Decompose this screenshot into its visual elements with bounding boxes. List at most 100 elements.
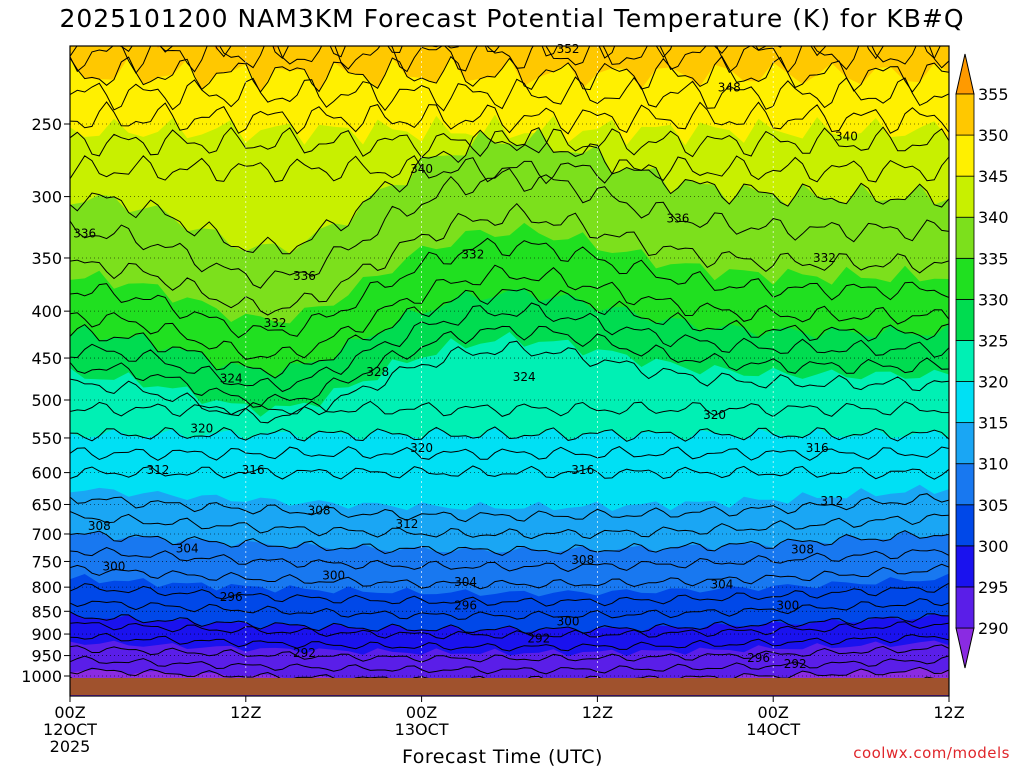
- colorbar-label-350: 350: [978, 126, 1009, 145]
- contour-314: [70, 493, 949, 523]
- contour-label-300: 300: [557, 614, 580, 628]
- contour-346: [70, 101, 949, 135]
- contour-328: [70, 302, 949, 393]
- contour-label-308: 308: [308, 504, 331, 518]
- contour-332: [70, 264, 949, 360]
- contour-316: [70, 465, 949, 480]
- contour-302: [70, 598, 949, 620]
- y-tick-label-400: 400: [31, 302, 62, 321]
- contour-label-336: 336: [667, 212, 690, 226]
- colorbar-segment-295: [955, 545, 975, 588]
- x-tick-label-0-2: 2025: [50, 737, 91, 756]
- colorbar-segment-350: [955, 93, 975, 136]
- contour-352: [70, 46, 949, 74]
- contour-label-320: 320: [410, 441, 433, 455]
- y-tick-label-850: 850: [31, 602, 62, 621]
- contour-label-324: 324: [220, 372, 243, 386]
- contour-label-348: 348: [718, 80, 741, 94]
- chart-title: 2025101200 NAM3KM Forecast Potential Tem…: [59, 4, 965, 33]
- colorbar-label-335: 335: [978, 249, 1009, 268]
- x-tick-label-48-1: 14OCT: [746, 720, 800, 739]
- contour-label-312: 312: [820, 494, 843, 508]
- contour-label-332: 332: [813, 251, 836, 265]
- contour-356: [70, 4, 949, 45]
- y-tick-label-600: 600: [31, 464, 62, 483]
- contour-342: [70, 155, 949, 185]
- contour-312: [70, 510, 949, 540]
- y-tick-label-500: 500: [31, 391, 62, 410]
- contour-326: [70, 325, 949, 408]
- contour-label-300: 300: [322, 569, 345, 583]
- contour-label-296: 296: [454, 599, 477, 613]
- contour-label-292: 292: [527, 631, 550, 645]
- contour-296: [70, 632, 949, 652]
- contour-label-316: 316: [242, 463, 265, 477]
- credit-text: coolwx.com/models: [853, 744, 1010, 762]
- contour-label-316: 316: [806, 441, 829, 455]
- colorbar-label-355: 355: [978, 85, 1009, 104]
- colorbar-segment-340: [955, 175, 975, 218]
- colorbar-label-320: 320: [978, 373, 1009, 392]
- contour-338: [70, 167, 949, 289]
- contour-334: [70, 237, 949, 339]
- contour-label-292: 292: [784, 657, 807, 671]
- colorbar-segment-325: [955, 298, 975, 341]
- colorbar-label-325: 325: [978, 331, 1009, 350]
- colorbar-segment-300: [955, 504, 975, 547]
- contour-label-308: 308: [571, 553, 594, 567]
- x-tick-label-0-0: 00Z: [54, 703, 85, 722]
- contour-label-304: 304: [454, 575, 477, 589]
- contour-label-300: 300: [102, 560, 125, 574]
- y-tick-label-900: 900: [31, 625, 62, 644]
- y-tick-label-950: 950: [31, 647, 62, 666]
- contour-label-296: 296: [747, 651, 770, 665]
- colorbar-label-290: 290: [978, 619, 1009, 638]
- contour-330: [70, 288, 949, 379]
- x-tick-label-24-1: 13OCT: [395, 720, 449, 739]
- contour-label-340: 340: [835, 130, 858, 144]
- y-tick-label-450: 450: [31, 349, 62, 368]
- contour-294: [70, 644, 949, 663]
- contour-label-320: 320: [190, 421, 213, 435]
- y-tick-label-300: 300: [31, 188, 62, 207]
- y-tick-label-550: 550: [31, 429, 62, 448]
- contour-label-300: 300: [776, 599, 799, 613]
- contour-label-332: 332: [461, 248, 484, 262]
- y-tick-label-250: 250: [31, 115, 62, 134]
- contour-300: [70, 611, 949, 634]
- y-tick-label-800: 800: [31, 578, 62, 597]
- x-tick-label-36-0: 12Z: [582, 703, 613, 722]
- contour-label-312: 312: [146, 463, 169, 477]
- contour-label-308: 308: [88, 519, 111, 533]
- y-tick-label-1000: 1000: [21, 667, 62, 686]
- contour-340: [70, 127, 949, 255]
- plot-frame: [69, 45, 950, 697]
- contour-292: [70, 655, 949, 675]
- contour-label-324: 324: [513, 370, 536, 384]
- colorbar-label-340: 340: [978, 208, 1009, 227]
- colorbar-label-315: 315: [978, 414, 1009, 433]
- colorbar-segment-305: [955, 463, 975, 506]
- contour-324: [70, 340, 949, 424]
- contour-308: [70, 546, 949, 573]
- contour-336: [70, 202, 949, 316]
- y-tick-label-700: 700: [31, 525, 62, 544]
- y-tick-label-750: 750: [31, 552, 62, 571]
- colorbar-label-330: 330: [978, 290, 1009, 309]
- contour-label-316: 316: [571, 463, 594, 477]
- contour-344: [70, 126, 949, 159]
- contour-label-292: 292: [293, 646, 316, 660]
- x-tick-label-0-1: 12OCT: [43, 720, 97, 739]
- contour-350: [70, 55, 949, 93]
- contour-310: [70, 530, 949, 556]
- contour-label-336: 336: [73, 226, 96, 240]
- contour-label-308: 308: [791, 543, 814, 557]
- colorbar-segment-310: [955, 422, 975, 465]
- contour-354: [70, 46, 941, 60]
- colorbar-label-300: 300: [978, 537, 1009, 556]
- contour-label-304: 304: [710, 578, 733, 592]
- x-axis-label: Forecast Time (UTC): [402, 746, 603, 768]
- contour-labels: 352 348 340 340 336 336 332 332 336 332 328 324 324 3…: [73, 42, 858, 671]
